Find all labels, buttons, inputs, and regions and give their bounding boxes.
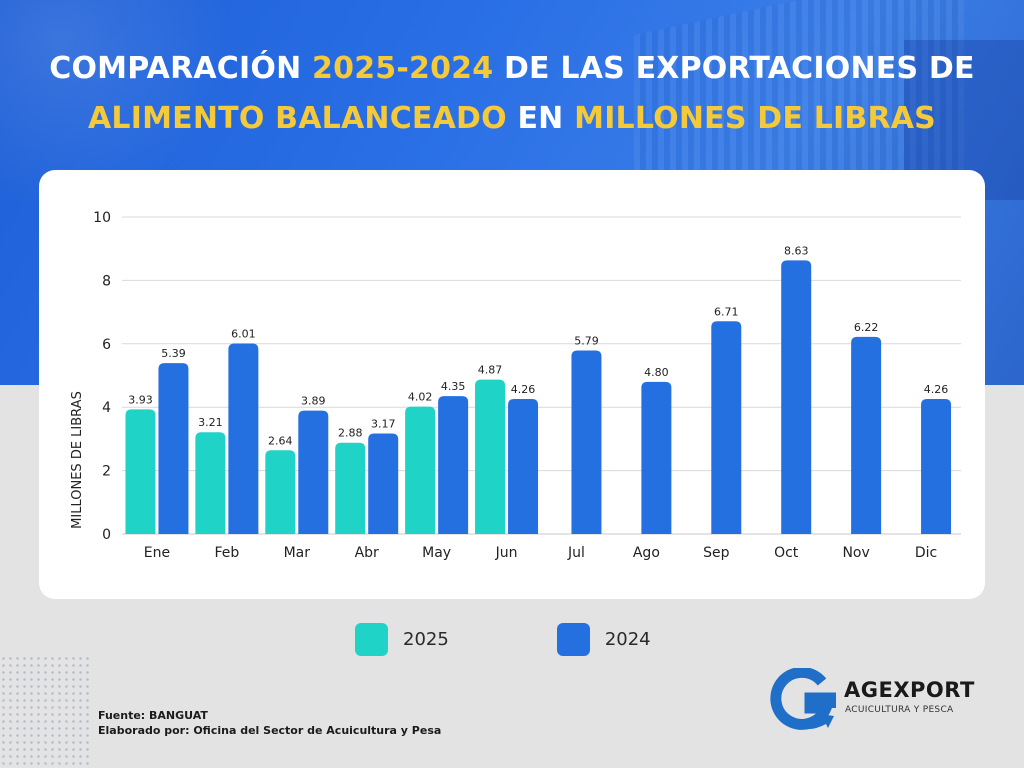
- legend-item-2025: 2025: [355, 622, 449, 656]
- bar-2024: [851, 336, 882, 534]
- bars: 3.93 5.39 3.21 6.01 2.64 3.89 2.88 3.17 4.02 4.35…: [125, 244, 952, 534]
- logo-name: AGEXPORT: [844, 678, 975, 702]
- x-tick-label: Nov: [842, 545, 869, 561]
- chart-card: 0 2 4 6 8 10 MILLONES DE LIBRAS 3.93 5.39 3.21 6…: [39, 170, 985, 599]
- data-label: 6.01: [231, 327, 256, 340]
- x-tick-label: Sep: [703, 545, 730, 561]
- data-label: 3.93: [128, 393, 153, 406]
- x-tick-label: Oct: [774, 545, 799, 561]
- x-tick-label: Mar: [284, 545, 311, 561]
- banner-glow: [0, 0, 300, 200]
- y-tick-label: 6: [102, 337, 111, 353]
- data-label: 5.39: [161, 347, 186, 360]
- bar-2025: [405, 406, 436, 534]
- bar-chart: 0 2 4 6 8 10 MILLONES DE LIBRAS 3.93 5.39 3.21 6…: [70, 210, 961, 561]
- bar-2024: [228, 343, 259, 534]
- bar-2024: [368, 433, 399, 534]
- data-label: 4.87: [478, 364, 503, 377]
- data-label: 4.26: [511, 383, 535, 396]
- bar-2024: [158, 363, 189, 534]
- chart-title: COMPARACIÓN 2025-2024 DE LAS EXPORTACION…: [0, 44, 1024, 144]
- dot-pattern-decoration: [0, 655, 90, 768]
- bar-2025: [125, 409, 156, 534]
- bar-2025: [335, 442, 366, 534]
- source-text: Fuente: BANGUAT: [98, 709, 208, 722]
- data-label: 4.80: [644, 366, 669, 379]
- data-label: 2.88: [338, 427, 363, 440]
- y-axis-ticks: 0 2 4 6 8 10: [93, 210, 111, 543]
- y-tick-label: 10: [93, 210, 111, 226]
- bar-2025: [195, 432, 226, 534]
- bar-2024: [921, 398, 952, 534]
- legend-swatch-2025: [355, 622, 388, 656]
- title-line-2: ALIMENTO BALANCEADO EN MILLONES DE LIBRA…: [88, 101, 936, 136]
- legend-label: 2024: [604, 628, 651, 650]
- bar-2024: [508, 398, 539, 534]
- x-tick-label: Ago: [633, 545, 660, 561]
- agexport-g-arrow-icon: [770, 668, 836, 730]
- legend: 2025 2024: [355, 622, 759, 656]
- x-tick-label: Jul: [567, 545, 585, 561]
- logo-subtitle: ACUICULTURA Y PESCA: [845, 705, 954, 715]
- legend-swatch-2024: [556, 622, 590, 656]
- x-tick-label: Feb: [214, 545, 239, 561]
- y-tick-label: 0: [102, 527, 111, 543]
- bar-2024: [781, 260, 812, 534]
- prepared-by-text: Elaborado por: Oficina del Sector de Acu…: [98, 724, 442, 737]
- x-tick-label: Abr: [355, 545, 379, 561]
- x-tick-label: Ene: [144, 545, 170, 561]
- bar-2025: [265, 450, 296, 534]
- data-label: 3.17: [371, 418, 396, 431]
- x-tick-label: Jun: [495, 545, 518, 561]
- data-label: 8.63: [784, 244, 809, 257]
- bar-2024: [298, 410, 329, 534]
- bar-2024: [571, 350, 602, 534]
- x-tick-label: Dic: [915, 545, 937, 561]
- title-line-1: COMPARACIÓN 2025-2024 DE LAS EXPORTACION…: [49, 51, 975, 86]
- y-tick-label: 2: [102, 464, 111, 480]
- data-label: 3.21: [198, 416, 223, 429]
- data-label: 6.22: [854, 321, 879, 334]
- data-label: 2.64: [268, 434, 293, 447]
- y-tick-label: 4: [102, 400, 111, 416]
- data-label: 3.89: [301, 395, 326, 408]
- bar-2024: [641, 381, 672, 534]
- legend-label: 2025: [403, 628, 449, 650]
- bar-2024: [438, 396, 469, 534]
- agexport-logo: AGEXPORT ACUICULTURA Y PESCA: [770, 668, 974, 732]
- y-axis-label: MILLONES DE LIBRAS: [70, 391, 85, 529]
- x-tick-label: May: [422, 545, 451, 561]
- gridlines: [122, 216, 961, 535]
- legend-item-2024: 2024: [556, 622, 651, 656]
- data-label: 4.26: [924, 383, 949, 396]
- credits: Fuente: BANGUAT Elaborado por: Oficina d…: [98, 708, 441, 738]
- data-label: 6.71: [714, 305, 739, 318]
- data-label: 4.35: [441, 380, 466, 393]
- bar-2024: [711, 321, 742, 534]
- data-label: 4.02: [408, 391, 433, 404]
- bar-2025: [475, 379, 506, 534]
- y-tick-label: 8: [102, 273, 111, 289]
- x-axis-ticks: Ene Feb Mar Abr May Jun Jul Ago Sep Oct Nov Dic: [144, 545, 937, 561]
- data-label: 5.79: [574, 334, 599, 347]
